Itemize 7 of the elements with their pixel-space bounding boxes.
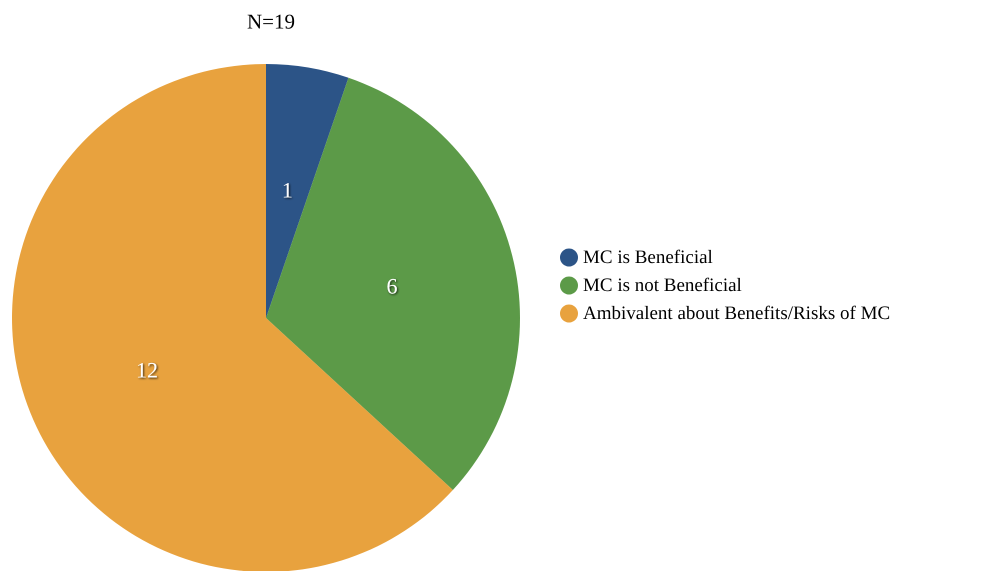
legend-label: MC is Beneficial [583, 247, 713, 268]
data-label: 12 [136, 358, 158, 383]
legend-label: Ambivalent about Benefits/Risks of MC [583, 303, 890, 324]
data-label: 6 [386, 274, 398, 299]
legend-label: MC is not Beneficial [583, 275, 742, 296]
chart-title: N=19 [246, 10, 296, 34]
data-label: 1 [282, 177, 293, 202]
